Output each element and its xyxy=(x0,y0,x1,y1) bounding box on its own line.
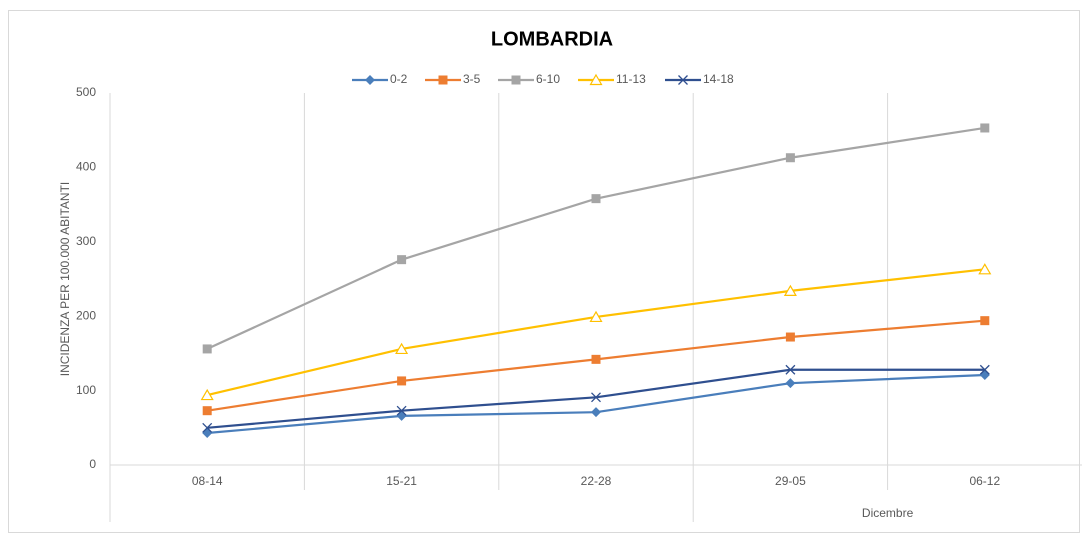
x-group-label: Dicembre xyxy=(862,506,914,520)
x-tick-label: 15-21 xyxy=(386,474,417,488)
marker xyxy=(785,153,795,163)
y-tick-label: 100 xyxy=(76,383,96,397)
y-tick-label: 500 xyxy=(76,85,96,99)
series xyxy=(202,369,990,439)
series xyxy=(202,316,990,416)
marker xyxy=(396,405,407,416)
marker xyxy=(397,376,407,386)
y-tick-label: 0 xyxy=(89,457,96,471)
marker xyxy=(785,378,796,389)
marker xyxy=(978,263,992,275)
legend-label: 6-10 xyxy=(536,72,560,86)
chart-title: LOMBARDIA xyxy=(491,28,613,50)
series xyxy=(202,364,990,433)
marker xyxy=(511,75,521,85)
marker xyxy=(591,354,601,364)
legend: 0-2 3-5 6-10 11-13 14-18 xyxy=(352,72,734,86)
marker xyxy=(589,310,603,323)
marker xyxy=(200,388,214,401)
legend-label: 3-5 xyxy=(463,72,481,86)
marker xyxy=(678,75,688,85)
series xyxy=(200,263,992,401)
marker xyxy=(980,123,990,133)
marker xyxy=(202,344,212,354)
x-tick-label: 22-28 xyxy=(581,474,612,488)
marker xyxy=(980,316,990,326)
marker xyxy=(979,364,990,375)
marker xyxy=(785,364,796,375)
x-tick-label: 08-14 xyxy=(192,474,223,488)
marker xyxy=(397,255,407,265)
marker xyxy=(591,194,601,204)
legend-label: 0-2 xyxy=(390,72,408,86)
y-axis-label: INCIDENZA PER 100.000 ABITANTI xyxy=(58,182,72,377)
marker xyxy=(395,342,409,355)
x-tick-label: 29-05 xyxy=(775,474,806,488)
marker xyxy=(783,284,797,297)
marker xyxy=(202,406,212,416)
y-tick-label: 200 xyxy=(76,308,96,322)
series xyxy=(202,123,990,354)
chart-border xyxy=(8,10,1080,533)
x-tick-label: 06-12 xyxy=(969,474,1000,488)
marker xyxy=(589,73,603,86)
marker xyxy=(591,407,601,418)
y-tick-label: 400 xyxy=(76,160,96,174)
legend-label: 14-18 xyxy=(703,72,734,86)
legend-label: 11-13 xyxy=(616,72,646,86)
marker xyxy=(785,332,795,342)
marker xyxy=(591,392,601,403)
marker xyxy=(365,75,375,85)
y-tick-label: 300 xyxy=(76,234,96,248)
marker xyxy=(202,422,213,433)
marker xyxy=(438,75,448,85)
